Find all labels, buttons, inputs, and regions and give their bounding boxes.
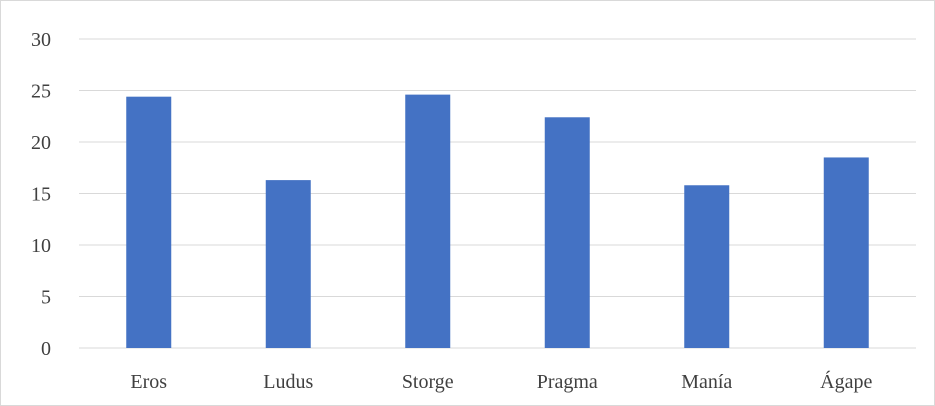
y-tick-label: 0: [41, 338, 51, 360]
y-tick-label: 15: [31, 184, 51, 206]
y-axis-tick-labels: 0 5 10 15 20 25 30: [31, 29, 51, 360]
bar-1: [265, 180, 311, 348]
y-tick-label: 25: [31, 81, 51, 103]
x-tick-label: Ludus: [263, 371, 313, 393]
y-tick-label: 5: [41, 287, 51, 309]
y-tick-label: 20: [31, 132, 51, 154]
gridlines: [79, 38, 916, 349]
y-tick-label: 10: [31, 235, 51, 257]
bar-0: [126, 96, 172, 349]
x-tick-label: Pragma: [537, 371, 598, 393]
x-tick-label: Ágape: [820, 370, 872, 393]
x-tick-label: Manía: [681, 371, 732, 393]
bar-5: [823, 157, 869, 348]
bar-4: [684, 185, 730, 348]
x-tick-label: Storge: [402, 371, 454, 393]
y-tick-label: 30: [31, 29, 51, 51]
x-tick-label: Eros: [130, 371, 167, 393]
x-axis-tick-labels: Eros Ludus Storge Pragma Manía Ágape: [130, 370, 872, 393]
bars: [126, 94, 869, 349]
bar-2: [405, 94, 451, 349]
bar-3: [544, 117, 590, 348]
